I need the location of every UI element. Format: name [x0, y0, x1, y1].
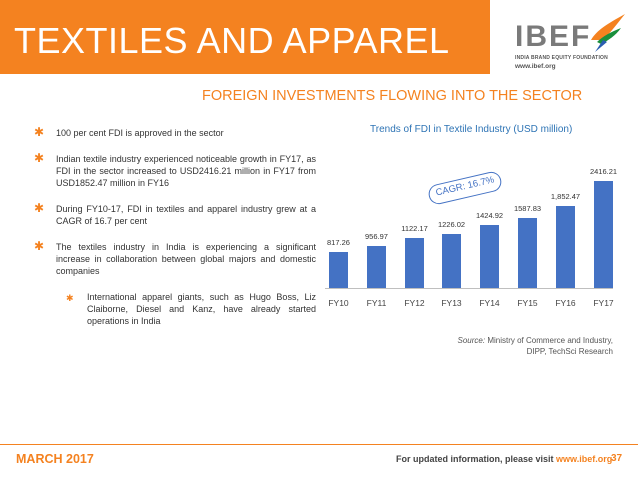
chart-bar-fy11 — [367, 246, 386, 288]
chart-bar-value-label: 1226.02 — [437, 220, 466, 229]
chart-bar-fy14 — [480, 225, 499, 288]
chart-bar-value-label: 817.26 — [327, 238, 350, 247]
title-band — [0, 0, 490, 74]
page-number: 37 — [611, 453, 623, 464]
chart-x-tick-label: FY10 — [328, 298, 349, 308]
chart-x-tick-label: FY17 — [593, 298, 614, 308]
ibef-logo[interactable]: IBEF INDIA BRAND EQUITY FOUNDATION www.i… — [495, 8, 630, 70]
chart-x-tick-label: FY12 — [404, 298, 425, 308]
footer-info: For updated information, please visit ww… — [396, 454, 612, 464]
footer-website-link[interactable]: www.ibef.org — [556, 454, 613, 464]
bullet-text: During FY10-17, FDI in textiles and appa… — [56, 204, 316, 226]
chart-bar-fy16 — [556, 206, 575, 288]
bullet-star-icon: ✱ — [34, 201, 45, 215]
logo-url: www.ibef.org — [515, 63, 556, 70]
chart-bar-fy10 — [329, 252, 348, 288]
chart-bar-value-label: 956.97 — [365, 232, 388, 241]
section-title: FOREIGN INVESTMENTS FLOWING INTO THE SEC… — [202, 88, 583, 104]
bullet-star-icon: ✱ — [34, 151, 45, 165]
bird-logo-icon — [591, 14, 625, 52]
chart-x-tick-label: FY16 — [555, 298, 576, 308]
chart-x-axis — [325, 288, 613, 289]
bullet-star-icon: ✱ — [34, 125, 45, 139]
source-label: Source: — [457, 336, 486, 345]
chart-bar-value-label: 1,852.47 — [550, 192, 581, 201]
chart-bar-value-label: 1122.17 — [401, 224, 428, 233]
source-note: Source: Ministry of Commerce and Industr… — [440, 335, 613, 357]
logo-wordmark: IBEF — [515, 20, 592, 53]
page-title: TEXTILES AND APPAREL — [14, 20, 450, 61]
chart-bar-fy13 — [442, 234, 461, 288]
bullet-star-icon: ✱ — [34, 239, 45, 253]
chart-x-tick-label: FY15 — [517, 298, 538, 308]
chart-bar-value-label: 1587.83 — [513, 204, 542, 213]
footer-info-text: For updated information, please visit — [396, 454, 554, 464]
chart-x-tick-label: FY14 — [479, 298, 500, 308]
bullet-text: The textiles industry in India is experi… — [56, 242, 316, 276]
source-text-2: DIPP, TechSci Research — [526, 347, 613, 356]
sub-bullet-text: International apparel giants, such as Hu… — [87, 292, 316, 326]
source-text: Ministry of Commerce and Industry, — [487, 336, 613, 345]
bullet-text: Indian textile industry experienced noti… — [56, 154, 316, 188]
chart-bar-fy15 — [518, 218, 537, 288]
chart-bar-value-label: 2416.21 — [589, 167, 618, 176]
footer-divider — [0, 444, 638, 445]
chart-bar-fy17 — [594, 181, 613, 288]
chart-x-tick-label: FY13 — [441, 298, 462, 308]
chart-bar-fy12 — [405, 238, 424, 288]
sub-bullet-star-icon: ✱ — [66, 293, 74, 303]
chart-x-tick-label: FY11 — [366, 298, 387, 308]
chart-title: Trends of FDI in Textile Industry (USD m… — [370, 124, 573, 135]
bullet-text: 100 per cent FDI is approved in the sect… — [56, 128, 224, 138]
footer-date: MARCH 2017 — [16, 452, 94, 466]
chart-bar-value-label: 1424.92 — [475, 211, 504, 220]
logo-tagline: INDIA BRAND EQUITY FOUNDATION — [515, 55, 608, 61]
